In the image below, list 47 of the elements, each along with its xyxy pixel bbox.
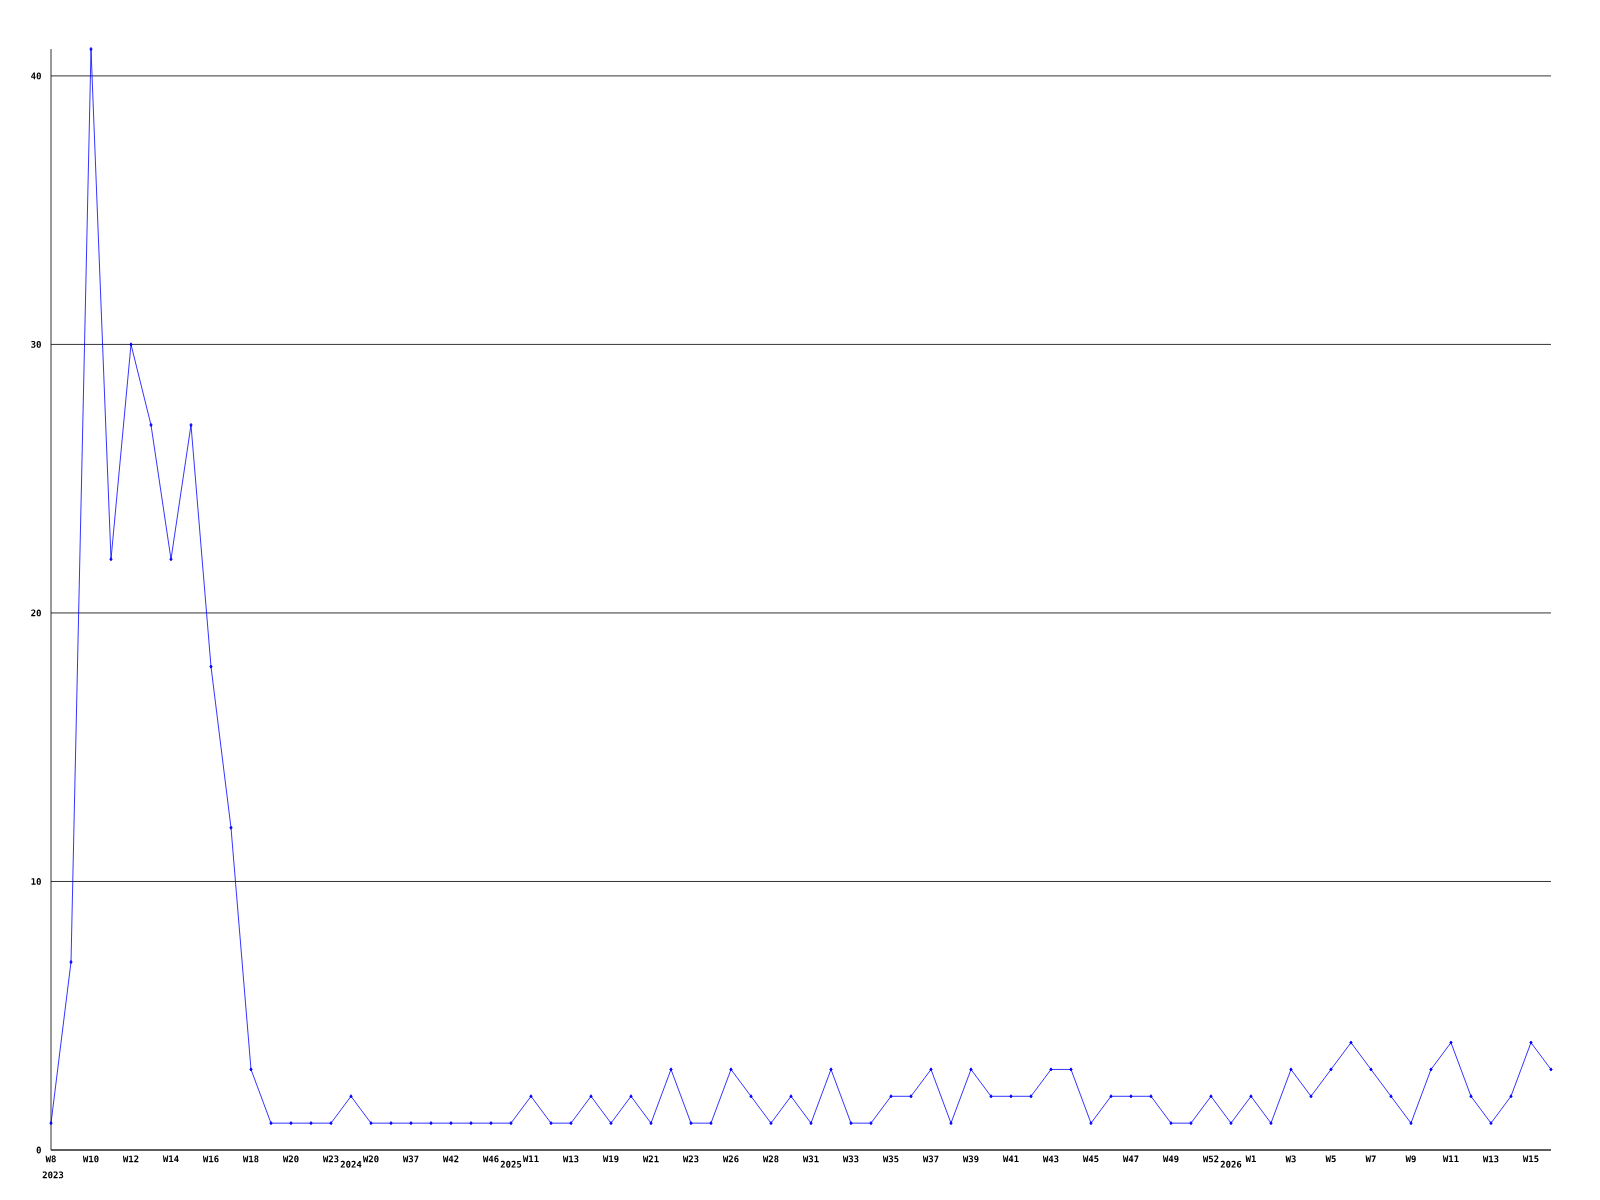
x-tick-label: W19 bbox=[602, 1155, 619, 1163]
x-tick-label: W47 bbox=[1122, 1155, 1139, 1163]
x-tick-label: W23 bbox=[682, 1155, 699, 1163]
x-tick-label: W35 bbox=[882, 1155, 899, 1163]
x-tick-label: W37 bbox=[922, 1155, 939, 1163]
y-tick-label: 10 bbox=[31, 878, 41, 885]
x-tick-label: W45 bbox=[1082, 1155, 1099, 1163]
x-tick-label: W14 bbox=[162, 1155, 179, 1163]
x-tick-label: W31 bbox=[802, 1155, 819, 1163]
x-tick-label: W7 bbox=[1365, 1155, 1376, 1163]
x-tick-label: W13 bbox=[1482, 1155, 1499, 1163]
x-tick-label: W42 bbox=[442, 1155, 459, 1163]
x-tick-label: W37 bbox=[402, 1155, 419, 1163]
x-tick-label: W13 bbox=[562, 1155, 579, 1163]
x-tick-label: W20 bbox=[362, 1155, 379, 1163]
x-tick-label: W28 bbox=[762, 1155, 779, 1163]
x-tick-label: W1 bbox=[1245, 1155, 1256, 1163]
x-tick-label: W39 bbox=[962, 1155, 979, 1163]
x-tick-label: 2025 bbox=[500, 1160, 522, 1168]
x-tick-label: W11 bbox=[522, 1155, 539, 1163]
x-tick-label: W41 bbox=[1002, 1155, 1019, 1163]
x-tick-label: W15 bbox=[1522, 1155, 1539, 1163]
y-tick-label: 30 bbox=[31, 341, 41, 348]
x-tick-label: W12 bbox=[122, 1155, 139, 1163]
x-tick-label: W3 bbox=[1285, 1155, 1296, 1163]
x-tick-label: W9 bbox=[1405, 1155, 1416, 1163]
y-tick-label: 0 bbox=[36, 1146, 41, 1154]
x-tick-label: W49 bbox=[1162, 1155, 1179, 1163]
x-tick-label: 2026 bbox=[1220, 1160, 1242, 1168]
x-tick-label: 2024 bbox=[340, 1160, 362, 1168]
x-tick-label: W52 bbox=[1202, 1155, 1219, 1163]
y-tick-label: 20 bbox=[31, 609, 41, 617]
x-tick-label: W46 bbox=[482, 1155, 499, 1163]
x-tick-label: W5 bbox=[1325, 1155, 1336, 1163]
x-tick-label: W10 bbox=[82, 1155, 99, 1163]
x-tick-label: W18 bbox=[242, 1155, 259, 1163]
x-tick-label: W8 bbox=[45, 1155, 56, 1163]
x-tick-label: W23 bbox=[322, 1155, 339, 1163]
x-tick-label: W26 bbox=[722, 1155, 739, 1163]
text: 2023 bbox=[42, 1171, 64, 1179]
x-tick-label: W11 bbox=[1442, 1155, 1459, 1163]
x-tick-label: W43 bbox=[1042, 1155, 1059, 1163]
x-tick-label: W16 bbox=[202, 1155, 219, 1163]
y-tick-label: 40 bbox=[31, 72, 41, 80]
x-tick-label: W33 bbox=[842, 1155, 859, 1163]
x-tick-label: W20 bbox=[282, 1155, 299, 1163]
x-tick-label: W21 bbox=[642, 1155, 659, 1163]
